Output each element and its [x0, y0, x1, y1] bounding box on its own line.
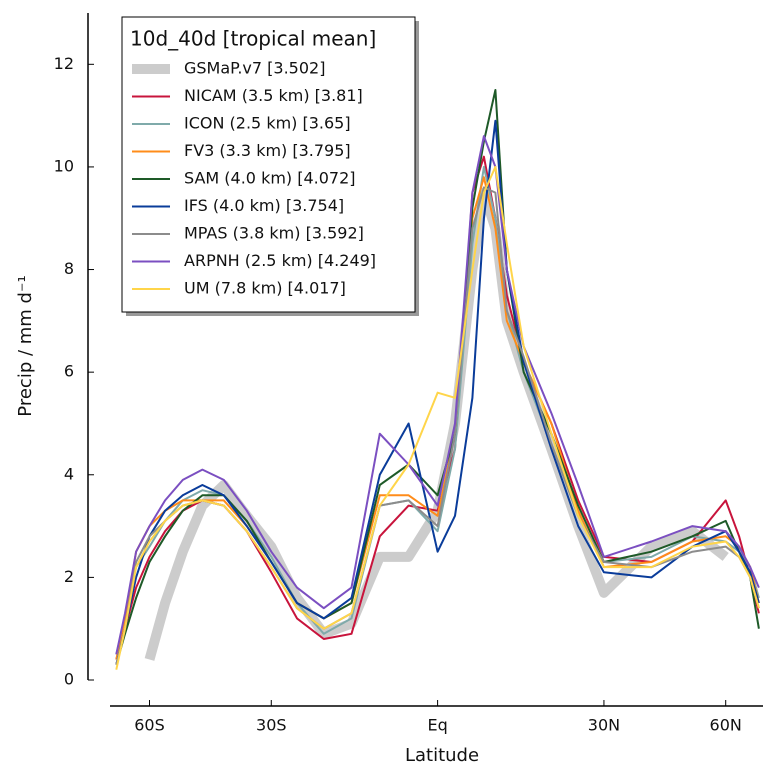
series-line [115, 176, 760, 660]
x-axis-label: Latitude [405, 745, 479, 766]
y-tick-label: 10 [54, 156, 74, 175]
y-tick-label: 8 [64, 259, 74, 278]
y-tick-label: 6 [64, 362, 74, 381]
series-line [115, 119, 760, 665]
y-tick-label: 2 [64, 567, 74, 586]
legend-label: FV3 (3.3 km) [3.795] [184, 141, 351, 160]
y-tick-label: 4 [64, 464, 74, 483]
x-tick-label: 60N [710, 716, 742, 735]
legend-box [121, 16, 416, 313]
x-tick-label: 30N [588, 716, 620, 735]
legend-label: ICON (2.5 km) [3.65] [184, 114, 351, 133]
legend-label: UM (7.8 km) [4.017] [184, 279, 346, 298]
y-axis-label: Precip / mm d⁻¹ [15, 275, 36, 416]
x-tick-label: 30S [256, 716, 287, 735]
y-tick-label: 12 [54, 54, 74, 73]
legend-title: 10d_40d [tropical mean] [130, 27, 376, 51]
legend-label: SAM (4.0 km) [4.072] [184, 169, 356, 188]
legend-label: MPAS (3.8 km) [3.592] [184, 224, 364, 243]
legend-label: GSMaP.v7 [3.502] [184, 59, 325, 78]
plot-area [115, 89, 760, 670]
legend-label: ARPNH (2.5 km) [4.249] [184, 251, 376, 270]
series-line [115, 165, 760, 670]
y-tick-label: 0 [64, 670, 74, 689]
x-tick-label: 60S [134, 716, 165, 735]
series-line [115, 135, 760, 655]
x-tick-label: Eq [427, 716, 447, 735]
legend-label: NICAM (3.5 km) [3.81] [184, 86, 363, 105]
legend: 10d_40d [tropical mean] GSMaP.v7 [3.502]… [121, 16, 419, 316]
series-line [115, 89, 760, 665]
legend-label: IFS (4.0 km) [3.754] [184, 196, 344, 215]
